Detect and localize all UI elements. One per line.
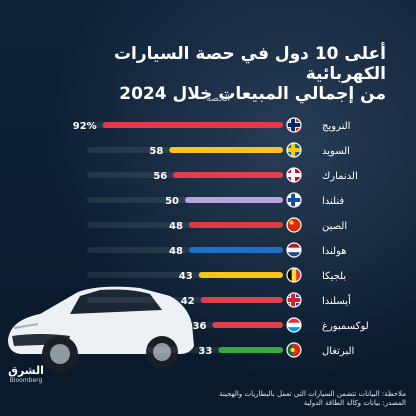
- bar: [102, 122, 284, 128]
- data-label: 36: [193, 321, 207, 332]
- netherlands-flag-icon: [286, 242, 302, 258]
- bar: [188, 222, 283, 228]
- bar-row: 36 لوكسمبورغ: [87, 317, 369, 333]
- luxembourg-flag-icon: [286, 317, 302, 333]
- category-label: بلجيكا: [322, 271, 346, 282]
- bar-row: 43 بلجيكا: [87, 267, 346, 283]
- bar-row: 48 الصين: [87, 217, 347, 233]
- bar-row: 48 هولندا: [87, 242, 347, 258]
- bar: [198, 272, 283, 278]
- data-label: 48: [169, 221, 183, 232]
- portugal-flag-icon: [286, 342, 302, 358]
- data-label: 48: [169, 246, 183, 257]
- car-illustration: [8, 286, 194, 372]
- category-label: هولندا: [322, 246, 347, 257]
- category-label: لوكسمبورغ: [322, 321, 369, 332]
- bar: [218, 347, 283, 353]
- bar-row: 56 الدنمارك: [87, 167, 358, 183]
- bar-row: 33 البرتغال: [87, 342, 354, 358]
- bar-row: 42 أيسلندا: [87, 292, 351, 308]
- data-label: 50: [165, 196, 179, 207]
- bar: [169, 147, 283, 153]
- china-flag-icon: [286, 217, 302, 233]
- category-label: البرتغال: [322, 346, 354, 357]
- title-line-1: أعلى 10 دول في حصة السيارات الكهربائية: [113, 44, 386, 84]
- category-label: النرويج: [322, 121, 350, 132]
- axis-label: الحصة: [206, 94, 230, 104]
- finland-flag-icon: [286, 192, 302, 208]
- category-label: السويد: [322, 146, 350, 157]
- title-line-2: من إجمالي المبيعات خلال 2024: [119, 84, 386, 104]
- data-label: 56: [153, 171, 167, 182]
- data-label: 42: [181, 296, 195, 307]
- footnote-note: ملاحظة: البيانات تتضمن السيارات التي تعم…: [219, 390, 406, 398]
- category-label: أيسلندا: [322, 294, 351, 307]
- logo-text-en: Bloomberg: [9, 377, 43, 384]
- bar-row: 58 السويد: [87, 142, 350, 158]
- logo-text-ar: الشرق: [8, 364, 44, 377]
- footnote: ملاحظة: البيانات تتضمن السيارات التي تعم…: [219, 390, 406, 408]
- category-label: الصين: [322, 221, 347, 232]
- bar: [173, 172, 283, 178]
- category-label: فنلندا: [322, 196, 344, 207]
- norway-flag-icon: [286, 117, 302, 133]
- data-label: 33: [198, 346, 212, 357]
- iceland-flag-icon: [286, 292, 302, 308]
- data-label: 92%: [73, 121, 97, 132]
- bar-row: 92% النرويج: [73, 117, 350, 133]
- data-label: 43: [179, 271, 193, 282]
- belgium-flag-icon: [286, 267, 302, 283]
- bar: [212, 322, 283, 328]
- footnote-source: المصدر: بيانات وكالة الطاقة الدولية: [303, 399, 406, 407]
- category-label: الدنمارك: [322, 171, 358, 182]
- page-title: أعلى 10 دول في حصة السيارات الكهربائية م…: [40, 44, 386, 104]
- denmark-flag-icon: [286, 167, 302, 183]
- sweden-flag-icon: [286, 142, 302, 158]
- bar: [188, 247, 283, 253]
- brand-logo: الشرق Bloomberg: [6, 364, 46, 384]
- bar: [200, 297, 283, 303]
- data-label: 58: [149, 146, 163, 157]
- bar-row: 50 فنلندا: [87, 192, 344, 208]
- bar: [185, 197, 283, 203]
